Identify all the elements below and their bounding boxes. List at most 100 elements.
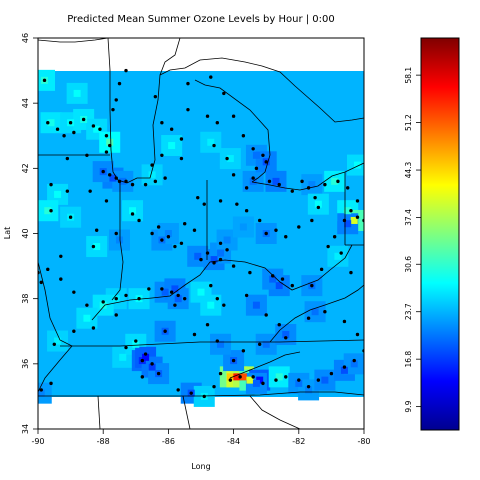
station-point: [323, 182, 327, 187]
heatmap-cell: [47, 119, 55, 127]
alabama-georgia-border: [182, 395, 191, 429]
station-point: [59, 277, 63, 281]
station-point: [104, 134, 109, 138]
wisconsin-upper-michigan-border: [38, 38, 109, 43]
heatmap-cell: [239, 373, 247, 381]
station-point: [160, 153, 164, 157]
station-point: [169, 127, 174, 131]
heatmap-cell: [168, 142, 176, 150]
station-point: [342, 365, 347, 369]
station-point: [114, 231, 118, 236]
station-point: [355, 199, 360, 203]
map-title: Predicted Mean Summer Ozone Levels by Ho…: [67, 14, 335, 25]
station-point: [257, 342, 262, 346]
y-axis-ticks: 34 36 38 40 42 44 46: [21, 33, 38, 434]
station-point: [150, 362, 154, 366]
station-point: [231, 114, 236, 118]
station-point: [42, 78, 47, 83]
heatmap-cell: [210, 256, 218, 264]
y-tick-label: 36: [21, 359, 30, 369]
heatmap-cell: [161, 288, 169, 296]
y-tick-label: 38: [21, 294, 30, 304]
heatmap-cell: [129, 207, 137, 215]
station-point: [114, 296, 118, 301]
station-point: [306, 186, 311, 190]
station-point: [231, 173, 236, 177]
south-carolina-coast: [249, 395, 301, 429]
colorbar-tick-label: 44.3: [404, 161, 413, 178]
heatmap-cell: [171, 285, 179, 293]
station-point: [91, 244, 96, 249]
station-point: [342, 319, 347, 324]
station-point: [205, 114, 210, 118]
station-point: [153, 179, 158, 184]
station-point: [72, 329, 76, 333]
station-point: [215, 121, 219, 125]
station-point: [316, 205, 321, 210]
heatmap-cell: [54, 337, 62, 345]
station-point: [183, 296, 187, 301]
station-point: [241, 349, 246, 353]
station-point: [124, 179, 128, 184]
heatmap-cell: [148, 171, 156, 179]
station-point: [111, 107, 115, 112]
y-tick-label: 46: [21, 33, 30, 43]
station-point: [222, 91, 226, 96]
heatmap-cell: [344, 207, 352, 215]
station-point: [147, 287, 151, 291]
virginia-kentucky-border: [279, 284, 364, 331]
x-tick-label: -82: [292, 437, 305, 446]
heatmap-cell: [99, 301, 107, 309]
station-point: [163, 329, 167, 333]
station-point: [284, 235, 288, 239]
station-point: [202, 202, 206, 206]
station-point: [186, 81, 190, 86]
station-point: [355, 332, 360, 337]
heatmap-cell: [93, 125, 101, 133]
heatmap-cell: [334, 252, 342, 260]
station-point: [323, 310, 327, 314]
lake-michigan-outline: [107, 38, 181, 184]
station-point: [65, 189, 70, 193]
station-point: [124, 345, 128, 350]
upper-peninsula-shore: [159, 57, 263, 76]
station-point: [238, 375, 242, 379]
north-carolina-border: [229, 351, 301, 379]
station-point: [130, 212, 135, 216]
station-point: [55, 127, 60, 131]
station-point: [244, 293, 249, 298]
station-point: [72, 130, 76, 135]
heatmap-cell: [272, 177, 280, 185]
heatmap-cell: [38, 389, 45, 397]
station-point: [209, 283, 213, 288]
station-point: [329, 371, 334, 376]
colorbar-ticks: 9.9 16.8 23.7 30.6 37.4 44.3 51.2 58.1: [404, 67, 421, 413]
station-point: [39, 388, 43, 392]
station-point: [108, 173, 112, 177]
station-point: [310, 218, 314, 223]
heatmap-cell: [217, 249, 225, 257]
station-point: [251, 375, 255, 379]
heatmap-cell: [275, 373, 283, 381]
lake-huron-outline: [261, 65, 364, 123]
station-point: [264, 313, 268, 317]
station-point: [189, 391, 193, 395]
station-point: [267, 179, 272, 184]
station-point: [326, 244, 330, 249]
station-point: [274, 378, 278, 382]
x-tick-label: -80: [357, 437, 370, 446]
station-point: [290, 189, 294, 193]
station-point: [300, 179, 304, 184]
heatmap-cell: [311, 308, 319, 316]
heatmap-cell: [174, 295, 182, 303]
station-point: [173, 303, 177, 307]
station-point: [225, 156, 229, 161]
station-point: [140, 375, 145, 379]
heatmap-cell: [148, 363, 156, 371]
station-point: [179, 241, 184, 245]
colorbar-tick-label: 9.9: [404, 400, 413, 412]
station-point: [218, 199, 223, 203]
station-point: [179, 137, 184, 141]
station-point: [85, 303, 89, 307]
station-point: [257, 218, 262, 223]
